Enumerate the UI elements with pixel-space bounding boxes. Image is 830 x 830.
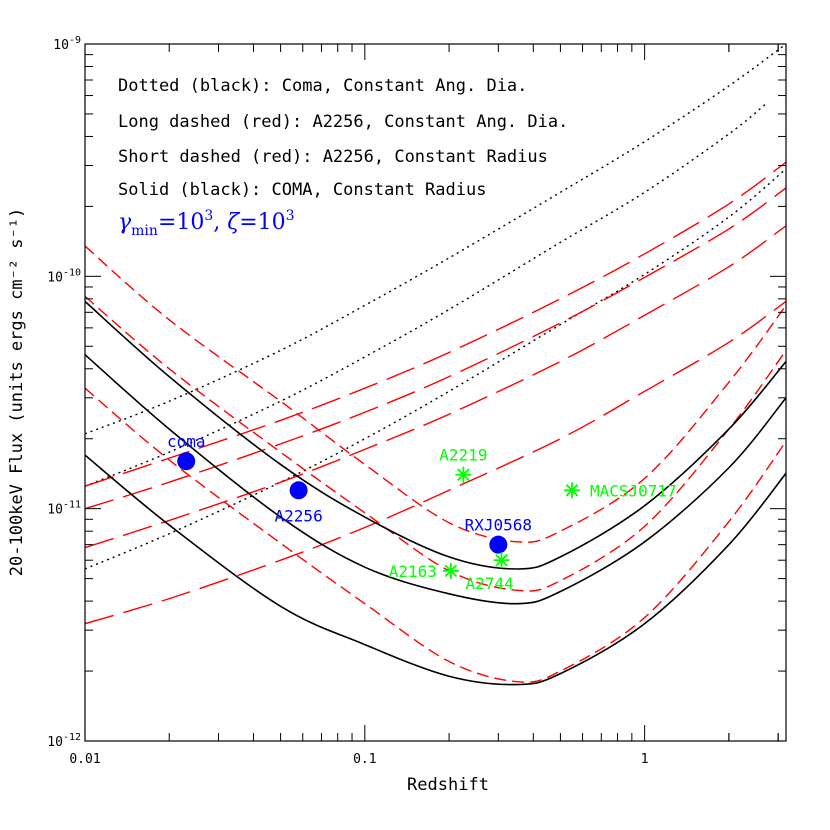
point-label-rxj0568: RXJ0568: [465, 516, 532, 535]
legend-line-short-dashed: Short dashed (red): A2256, Constant Radi…: [118, 147, 548, 167]
zeta-exponent: 3: [286, 208, 295, 224]
legend-line-dotted: Dotted (black): Coma, Constant Ang. Dia.: [118, 76, 527, 96]
curve-dotted-1: [85, 44, 786, 435]
x-tick-label: 0.1: [353, 752, 376, 767]
y-tick-label: 10-11: [47, 500, 81, 518]
cluster-points: coma A2256 RXJ0568 A2219 MACSJ0717 A2163 A2744: [167, 432, 677, 593]
model-curves: [85, 44, 786, 686]
point-label-a2256: A2256: [275, 506, 323, 525]
x-axis-title: Redshift: [407, 775, 489, 795]
legend-parameters: γmin=103, ζ=103: [118, 208, 295, 239]
plot-frame: [84, 43, 787, 742]
curve-long-dashed-6: [85, 225, 786, 549]
point-label-a2163: A2163: [389, 562, 437, 581]
gamma-symbol: γ: [118, 210, 132, 235]
gamma-value: =10: [158, 210, 204, 235]
point-rxj0568: [489, 535, 508, 554]
point-label-a2744: A2744: [466, 574, 514, 593]
point-label-macsj0717: MACSJ0717: [590, 481, 677, 500]
point-label-coma: coma: [167, 432, 206, 451]
y-tick-label: 10-12: [47, 732, 81, 750]
y-tick-label: 10-9: [53, 35, 81, 53]
gamma-subscript: min: [131, 223, 158, 239]
point-coma: [177, 452, 196, 471]
legend-param-separator: ,: [213, 210, 227, 235]
tick-labels: 0.01 0.1 1 10-12 10-11 10-10 10-9: [47, 35, 648, 767]
x-tick-label: 0.01: [69, 752, 100, 767]
x-tick-label: 1: [641, 752, 649, 767]
curve-short-dashed-10: [85, 387, 786, 683]
legend-line-long-dashed: Long dashed (red): A2256, Constant Ang. …: [118, 112, 568, 132]
curve-long-dashed-5: [85, 187, 786, 510]
curve-solid-11: [85, 300, 786, 570]
point-macsj0717: [563, 482, 580, 499]
curve-long-dashed-4: [85, 161, 786, 487]
point-label-a2219: A2219: [439, 446, 487, 465]
gamma-exponent: 3: [204, 208, 213, 224]
zeta-value: =10: [239, 210, 285, 235]
point-a2744: [493, 552, 510, 569]
point-a2256: [289, 481, 308, 500]
curve-short-dashed-8: [85, 245, 786, 543]
axis-ticks: [84, 43, 786, 742]
legend: Dotted (black): Coma, Constant Ang. Dia.…: [118, 76, 568, 239]
curve-short-dashed-9: [85, 295, 786, 592]
curve-dotted-3: [85, 168, 786, 570]
curve-solid-12: [85, 354, 786, 605]
y-tick-label: 10-10: [47, 267, 81, 285]
point-a2219: [455, 466, 472, 483]
curve-solid-13: [85, 454, 786, 686]
y-axis-title: 20-100keV Flux (units ergs cm⁻² s⁻¹): [7, 208, 27, 576]
zeta-symbol: ζ: [227, 210, 241, 235]
legend-line-solid: Solid (black): COMA, Constant Radius: [118, 180, 486, 200]
curve-long-dashed-7: [85, 300, 786, 625]
point-a2163: [442, 562, 459, 579]
